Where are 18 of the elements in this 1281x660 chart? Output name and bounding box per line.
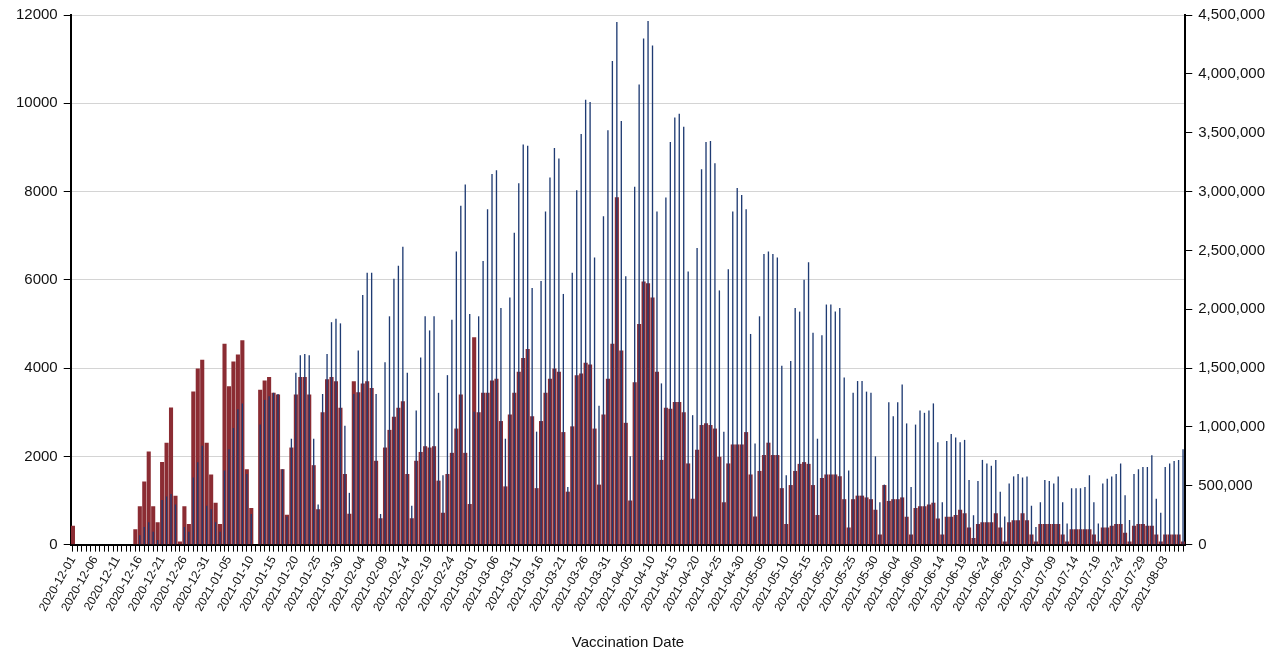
y-tick-label: 4000 [24, 358, 58, 376]
y2-tick-label: 3,000,000 [1198, 181, 1265, 199]
y2-tick-label: 500,000 [1198, 475, 1253, 493]
y-tick-label: 2000 [24, 446, 58, 464]
y2-tick-label: 4,500,000 [1198, 5, 1265, 23]
y2-tick-label: 4,000,000 [1198, 63, 1265, 81]
y2-tick-label: 2,500,000 [1198, 240, 1265, 258]
y2-tick-label: 2,000,000 [1198, 299, 1265, 317]
y2-tick-label: 1,500,000 [1198, 358, 1265, 376]
y2-tick-label: 3,500,000 [1198, 122, 1265, 140]
y2-tick-label: 0 [1198, 534, 1207, 552]
y-tick-label: 6000 [24, 269, 58, 287]
y-tick-label: 12000 [15, 5, 58, 23]
x-axis-title: Vaccination Date [571, 633, 685, 651]
y-tick-label: 0 [49, 534, 58, 552]
y-tick-label: 8000 [24, 181, 58, 199]
y-tick-label: 10000 [15, 93, 58, 111]
y2-tick-label: 1,000,000 [1198, 417, 1265, 435]
